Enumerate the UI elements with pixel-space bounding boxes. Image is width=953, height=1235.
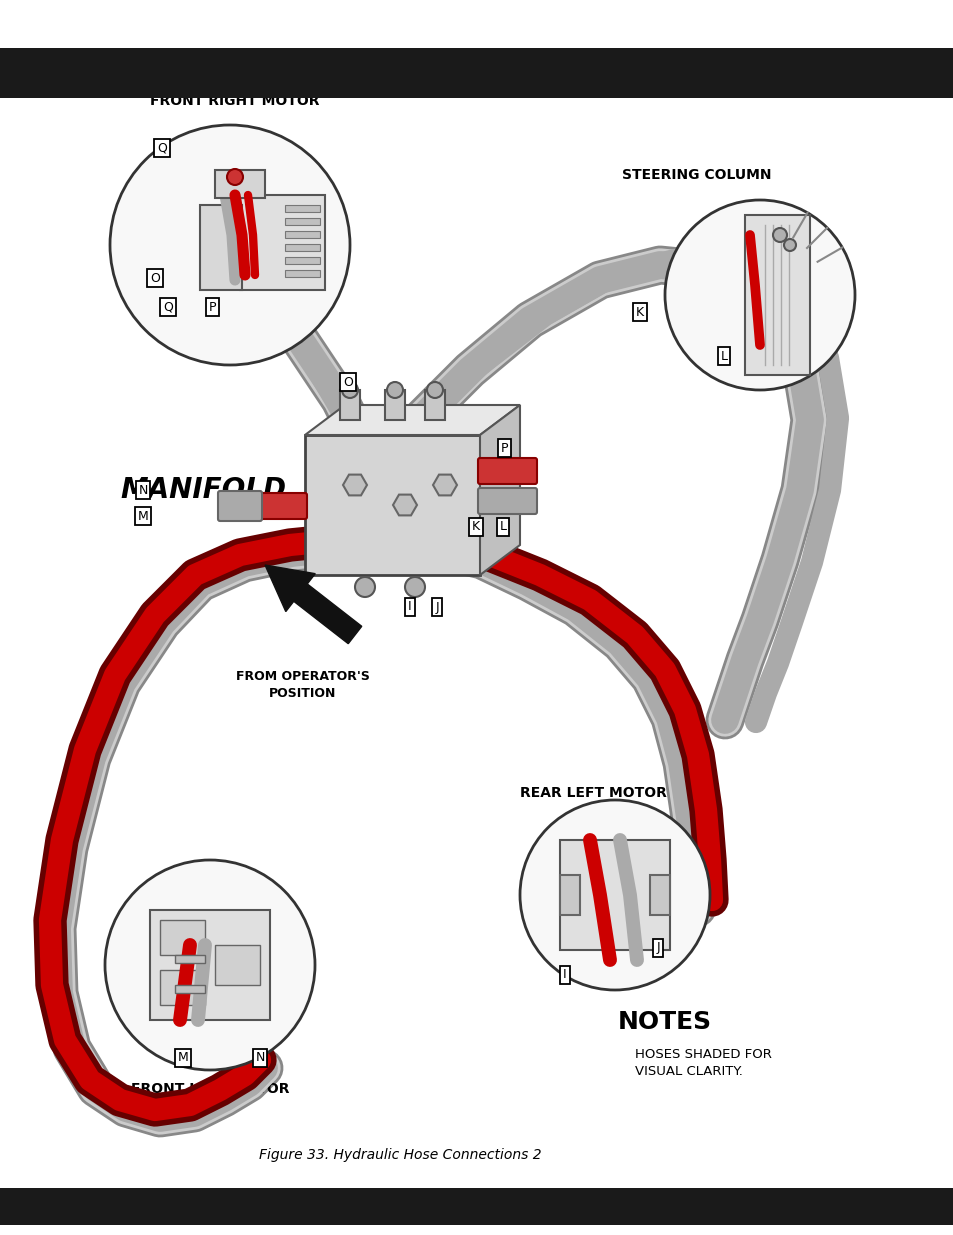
Bar — [160, 920, 205, 955]
FancyBboxPatch shape — [477, 458, 537, 484]
Bar — [744, 215, 809, 375]
Circle shape — [105, 860, 314, 1070]
Circle shape — [783, 240, 795, 251]
Text: FRONT RIGHT MOTOR: FRONT RIGHT MOTOR — [150, 94, 319, 107]
Bar — [559, 840, 669, 950]
Circle shape — [387, 382, 402, 398]
Bar — [559, 876, 579, 915]
Polygon shape — [393, 494, 416, 515]
Text: FROM OPERATOR'S
POSITION: FROM OPERATOR'S POSITION — [235, 671, 370, 700]
Bar — [150, 910, 270, 1020]
Text: O: O — [343, 375, 353, 389]
Text: J: J — [656, 941, 659, 955]
Polygon shape — [433, 474, 456, 495]
Circle shape — [772, 228, 786, 242]
Bar — [649, 876, 669, 915]
Circle shape — [405, 577, 424, 597]
Circle shape — [227, 169, 243, 185]
Bar — [200, 205, 242, 290]
Text: I: I — [408, 600, 412, 614]
Polygon shape — [305, 405, 519, 435]
Text: FRONT LEFT MOTOR: FRONT LEFT MOTOR — [131, 1082, 289, 1095]
Circle shape — [110, 125, 350, 366]
FancyBboxPatch shape — [218, 492, 262, 521]
Bar — [240, 195, 325, 290]
Text: J: J — [435, 600, 438, 614]
Text: P: P — [209, 300, 216, 314]
Bar — [285, 270, 319, 277]
Text: NOTES: NOTES — [618, 1010, 711, 1034]
Bar — [0, 1188, 953, 1225]
Text: STEERING COLUMN: STEERING COLUMN — [621, 168, 771, 182]
Text: REAR LEFT MOTOR: REAR LEFT MOTOR — [519, 785, 666, 800]
Polygon shape — [343, 474, 367, 495]
Bar — [285, 257, 319, 264]
FancyBboxPatch shape — [305, 435, 479, 576]
Bar — [285, 219, 319, 225]
FancyArrow shape — [265, 564, 361, 643]
Bar — [385, 390, 405, 420]
Bar — [174, 986, 205, 993]
Text: Figure 33. Hydraulic Hose Connections 2: Figure 33. Hydraulic Hose Connections 2 — [258, 1149, 540, 1162]
Text: MANIFOLD: MANIFOLD — [120, 475, 286, 504]
Bar — [285, 245, 319, 251]
Bar — [339, 390, 359, 420]
Text: I: I — [562, 968, 566, 982]
Circle shape — [355, 577, 375, 597]
Text: N: N — [255, 1051, 264, 1065]
Bar — [174, 955, 205, 963]
Text: L: L — [499, 520, 506, 534]
Bar — [285, 205, 319, 212]
Text: HOSES SHADED FOR
VISUAL CLARITY.: HOSES SHADED FOR VISUAL CLARITY. — [635, 1049, 771, 1078]
Circle shape — [519, 800, 709, 990]
Bar — [214, 170, 265, 198]
Text: Q: Q — [163, 300, 172, 314]
Circle shape — [664, 200, 854, 390]
Text: M: M — [137, 510, 149, 522]
Text: O: O — [150, 272, 160, 284]
Circle shape — [427, 382, 442, 398]
Text: AR-13H RIDE-ON TANDEM DRUM ROLLER — OPERATION & PARTS MANUAL — REV. #15  (09/15/: AR-13H RIDE-ON TANDEM DRUM ROLLER — OPER… — [160, 1202, 793, 1212]
Polygon shape — [479, 405, 519, 576]
Text: AR-13H RIDE-ON ROLLER — HYDRAULIC HOSE CONNECTIONS: AR-13H RIDE-ON ROLLER — HYDRAULIC HOSE C… — [123, 63, 830, 83]
Circle shape — [341, 382, 357, 398]
Text: P: P — [500, 441, 508, 454]
Bar — [424, 390, 444, 420]
Bar — [0, 48, 953, 98]
Text: N: N — [138, 483, 148, 496]
Text: K: K — [636, 305, 643, 319]
FancyBboxPatch shape — [477, 488, 537, 514]
Bar — [160, 969, 205, 1005]
FancyBboxPatch shape — [253, 493, 307, 519]
Bar — [214, 945, 260, 986]
Text: M: M — [177, 1051, 188, 1065]
Text: L: L — [720, 350, 727, 363]
Bar — [285, 231, 319, 238]
Text: Q: Q — [157, 142, 167, 154]
Text: K: K — [472, 520, 479, 534]
